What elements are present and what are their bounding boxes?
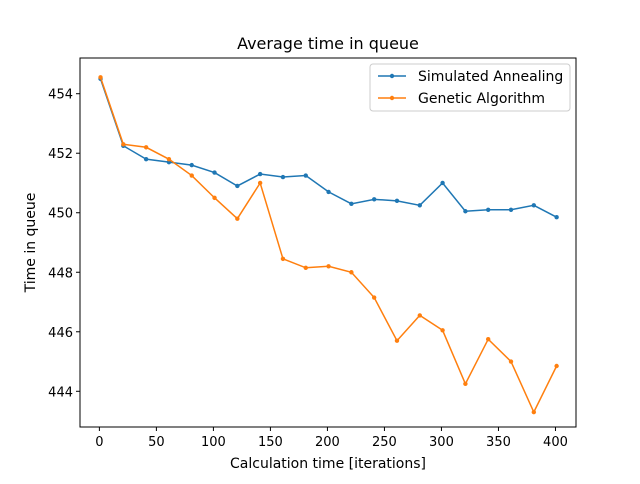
legend: Simulated Annealing Genetic Algorithm (369, 63, 571, 112)
legend-label: Simulated Annealing (418, 69, 563, 85)
data-point (143, 145, 149, 150)
data-point (508, 207, 514, 212)
x-axis-title: Calculation time [iterations] (230, 456, 426, 472)
legend-item: Simulated Annealing (378, 69, 563, 85)
data-point (303, 265, 308, 270)
series-line (99, 77, 558, 414)
x-tick-label: 400 (543, 435, 568, 450)
series-2 (98, 75, 559, 415)
data-point (257, 171, 263, 177)
data-point (417, 203, 422, 208)
data-point (98, 75, 103, 80)
plot-area (98, 75, 559, 415)
axes-frame (79, 57, 577, 428)
y-tick-label: 452 (48, 147, 73, 162)
data-point (371, 295, 377, 300)
legend-item: Genetic Algorithm (378, 91, 545, 107)
data-point (531, 409, 537, 415)
data-point (212, 195, 217, 201)
chart-title: Average time in queue (237, 34, 419, 53)
y-tick-label: 444 (48, 385, 73, 400)
x-tick-label: 100 (201, 435, 226, 450)
data-point (326, 189, 331, 195)
x-tick-label: 300 (429, 435, 454, 450)
data-point (280, 174, 286, 180)
data-point (189, 162, 194, 168)
data-point (166, 156, 172, 162)
y-axis: 444 446 448 450 452 454 (48, 88, 80, 400)
data-point (280, 256, 286, 262)
data-point (212, 170, 217, 175)
data-point (257, 180, 263, 186)
data-point (508, 359, 514, 364)
x-axis: 0 50 100 150 200 250 300 350 400 (95, 427, 568, 450)
data-point (235, 183, 240, 189)
data-point (143, 156, 149, 162)
data-point (235, 216, 240, 221)
data-point (189, 173, 194, 178)
data-point (554, 215, 559, 220)
y-tick-label: 446 (48, 326, 73, 341)
data-point (486, 337, 491, 342)
legend-marker (389, 73, 395, 79)
data-point (531, 203, 537, 208)
data-point (440, 328, 445, 333)
data-point (394, 338, 400, 343)
data-point (440, 180, 445, 186)
x-tick-label: 350 (486, 435, 511, 450)
data-point (554, 363, 559, 369)
y-tick-label: 448 (48, 266, 73, 281)
legend-marker (389, 95, 395, 101)
data-point (349, 270, 354, 275)
data-point (463, 381, 468, 387)
y-axis-title: Time in queue (23, 193, 39, 294)
data-point (349, 201, 354, 207)
legend-frame (369, 63, 571, 112)
x-tick-label: 0 (95, 435, 103, 450)
data-point (417, 313, 422, 318)
x-tick-label: 50 (148, 435, 165, 450)
legend-label: Genetic Algorithm (418, 91, 545, 107)
series-1 (98, 76, 559, 220)
y-tick-label: 450 (48, 207, 73, 222)
data-point (303, 173, 308, 178)
x-tick-label: 200 (315, 435, 340, 450)
data-point (486, 207, 491, 212)
x-tick-label: 150 (258, 435, 283, 450)
data-point (326, 264, 331, 269)
x-tick-label: 250 (372, 435, 397, 450)
data-point (463, 209, 468, 214)
data-point (394, 198, 400, 204)
data-point (371, 197, 377, 202)
data-point (121, 142, 126, 147)
y-tick-label: 454 (48, 88, 73, 103)
